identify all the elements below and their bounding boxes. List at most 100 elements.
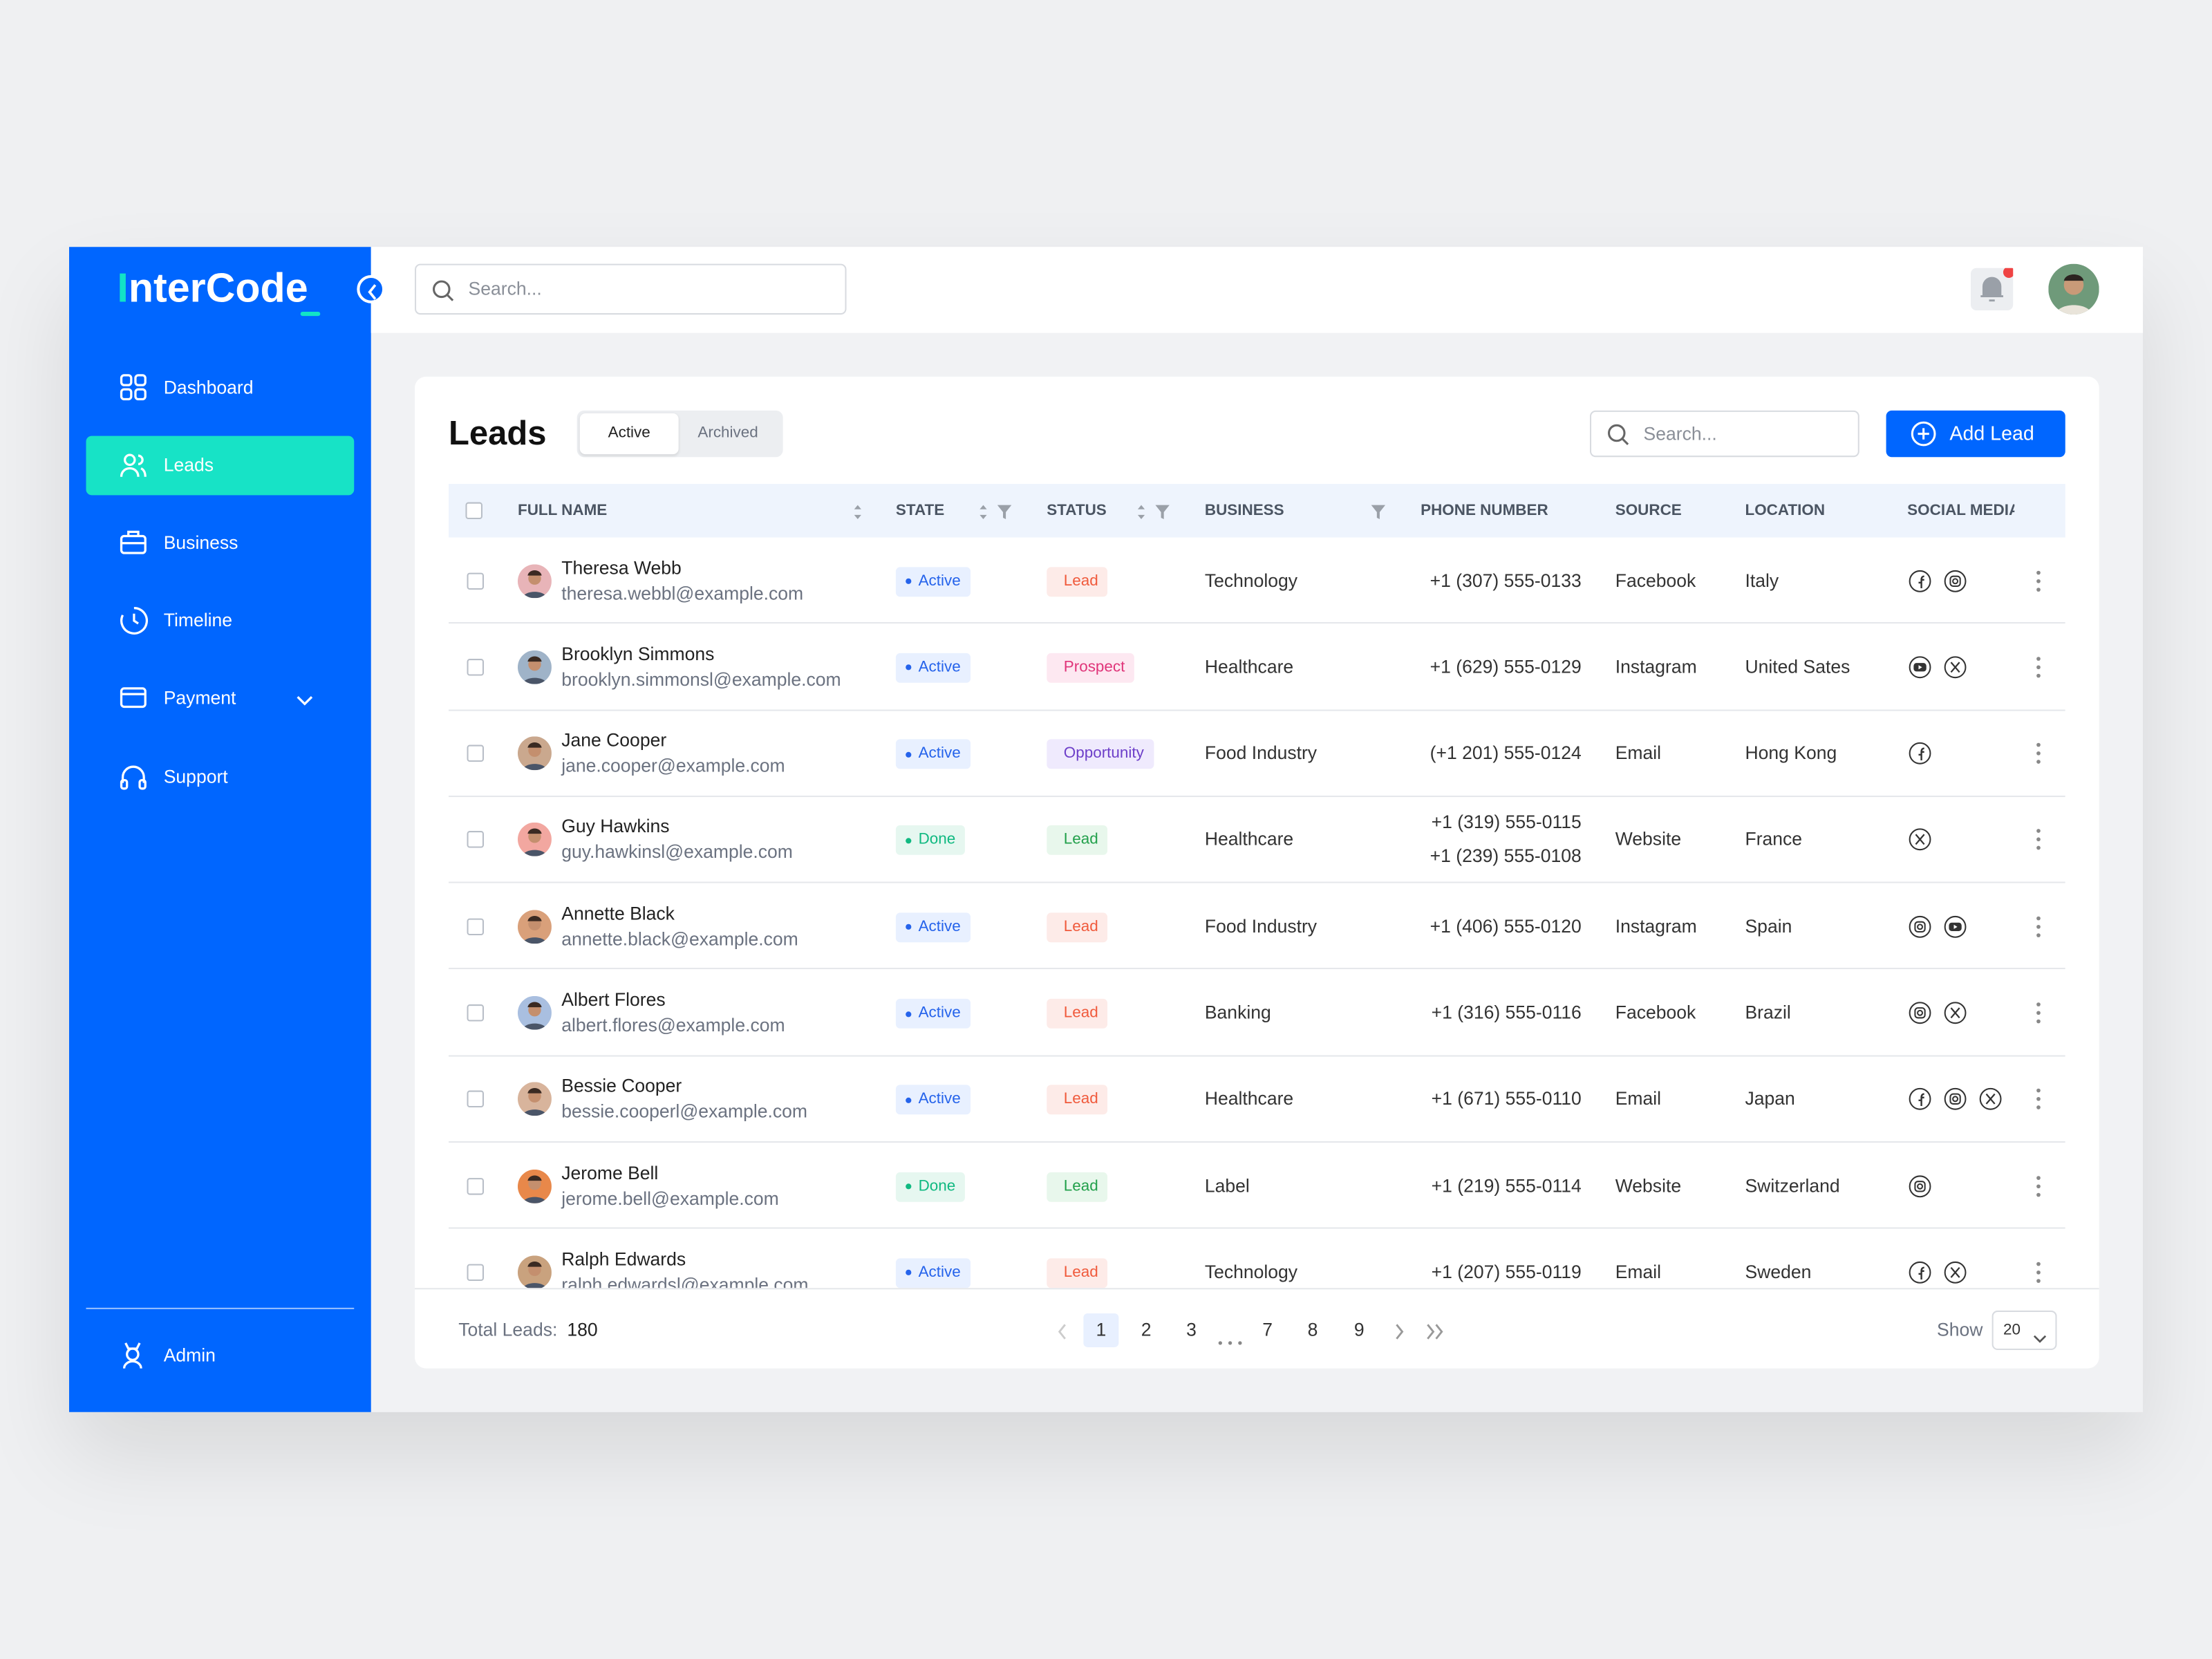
social-icon[interactable] (1909, 1261, 1931, 1284)
nav-item[interactable]: Business (86, 514, 354, 573)
tab[interactable]: Active (579, 413, 679, 455)
nav-item[interactable]: Dashboard (86, 358, 354, 418)
state-dot (906, 665, 912, 671)
filter-icon[interactable] (1154, 503, 1170, 520)
icon-shape (2036, 1019, 2041, 1024)
social-icon[interactable] (1909, 829, 1931, 852)
location: Brazil (1745, 1002, 1791, 1023)
lead-name: Jane Cooper (561, 729, 667, 751)
icon-shape (522, 591, 547, 598)
state-badge: Done (895, 825, 966, 856)
admin-label[interactable]: Admin (163, 1344, 216, 1366)
icon-shape (1155, 505, 1170, 520)
column-header: SOCIAL MEDIA (1907, 502, 2015, 520)
location: Italy (1745, 569, 1779, 591)
icon-shape (522, 1023, 547, 1030)
notification-bell[interactable] (1971, 266, 2015, 310)
social-icon[interactable] (1979, 1088, 2002, 1111)
icon-shape (1918, 747, 1924, 761)
checkbox[interactable] (467, 918, 484, 935)
row-menu[interactable] (2036, 1002, 2041, 1024)
social-icon[interactable] (1944, 656, 1967, 679)
icon-shape (1911, 421, 1936, 447)
last-page[interactable] (1425, 1322, 1445, 1340)
table-row: Jane Cooper jane.cooper@example.com Active… (448, 711, 2065, 797)
social-icon[interactable] (1909, 1174, 1931, 1197)
logo-underline (300, 312, 321, 317)
checkbox[interactable] (467, 832, 484, 849)
social-icon[interactable] (1944, 915, 1967, 938)
sort-icon[interactable] (979, 503, 987, 520)
social-icon[interactable] (1909, 742, 1931, 765)
social-icon[interactable] (1944, 1261, 1967, 1284)
social-icon[interactable] (1909, 656, 1931, 679)
top-search[interactable]: Search... (415, 263, 847, 315)
nav-item[interactable]: Payment (86, 668, 354, 728)
page-button[interactable]: 7 (1262, 1319, 1273, 1340)
checkbox[interactable] (467, 1177, 484, 1194)
leads-search[interactable]: Search... (1590, 410, 1859, 458)
tab[interactable]: Archived (697, 424, 758, 442)
row-menu[interactable] (2036, 656, 2041, 679)
location: United Sates (1745, 655, 1850, 677)
checkbox[interactable] (467, 1091, 484, 1108)
checkbox[interactable] (467, 572, 484, 590)
icon-shape (854, 505, 861, 520)
state-dot (906, 924, 912, 930)
collapse-button[interactable] (357, 274, 386, 303)
social-icon[interactable] (1909, 915, 1931, 938)
page-button[interactable]: 9 (1353, 1319, 1365, 1340)
checkbox[interactable] (467, 744, 484, 762)
social-icon[interactable] (1909, 570, 1931, 592)
checkbox[interactable] (465, 502, 482, 520)
icon-shape (517, 1082, 552, 1117)
row-menu[interactable] (2036, 915, 2041, 938)
row-menu[interactable] (2036, 570, 2041, 592)
icon-shape (1137, 505, 1145, 520)
row-menu[interactable] (2036, 1261, 2041, 1284)
filter-icon[interactable] (996, 503, 1013, 520)
filter-icon[interactable] (1370, 503, 1387, 520)
row-menu[interactable] (2036, 1088, 2041, 1111)
social-icon[interactable] (1944, 1088, 1967, 1111)
status-badge: Lead (1047, 999, 1109, 1029)
checkbox[interactable] (467, 658, 484, 676)
row-menu[interactable] (2036, 829, 2041, 852)
page-button[interactable]: 3 (1186, 1319, 1197, 1340)
source: Instagram (1615, 915, 1697, 937)
icon-shape (527, 915, 542, 921)
nav-item[interactable]: Timeline (86, 591, 354, 650)
row-menu[interactable] (2036, 742, 2041, 765)
page-button[interactable]: 2 (1141, 1319, 1152, 1340)
state-dot (906, 578, 912, 585)
location: Switzerland (1745, 1174, 1840, 1196)
icon-shape (1608, 424, 1629, 445)
icon-shape (1980, 276, 2003, 302)
lead-email: jane.cooper@example.com (561, 755, 785, 776)
social-icon[interactable] (1944, 1002, 1967, 1024)
social-icon[interactable] (1909, 1002, 1931, 1024)
icon-shape (1918, 428, 1929, 440)
column-header: STATUS (1047, 502, 1107, 520)
row-menu[interactable] (2036, 1174, 2041, 1197)
prev-page[interactable] (1057, 1322, 1068, 1340)
checkbox[interactable] (467, 1264, 484, 1282)
icon-shape (2036, 570, 2041, 592)
page-button[interactable]: 1 (1083, 1313, 1119, 1347)
next-page[interactable] (1394, 1322, 1405, 1340)
nav-label: Leads (163, 454, 214, 476)
user-avatar[interactable] (2048, 263, 2099, 315)
social-icon[interactable] (1944, 570, 1967, 592)
sort-icon[interactable] (854, 503, 862, 520)
nav-item[interactable]: Leads (86, 435, 355, 496)
icon-shape (2036, 1262, 2041, 1283)
sort-icon[interactable] (1137, 503, 1145, 520)
page-size-select[interactable]: 20 (1991, 1310, 2057, 1351)
icon-shape (1915, 834, 1925, 846)
icon-shape (297, 696, 313, 706)
social-icon[interactable] (1909, 1088, 1931, 1111)
add-lead-button[interactable]: Add Lead (1886, 410, 2065, 458)
nav-item[interactable]: Support (86, 748, 354, 807)
checkbox[interactable] (467, 1004, 484, 1022)
page-button[interactable]: 8 (1307, 1319, 1318, 1340)
